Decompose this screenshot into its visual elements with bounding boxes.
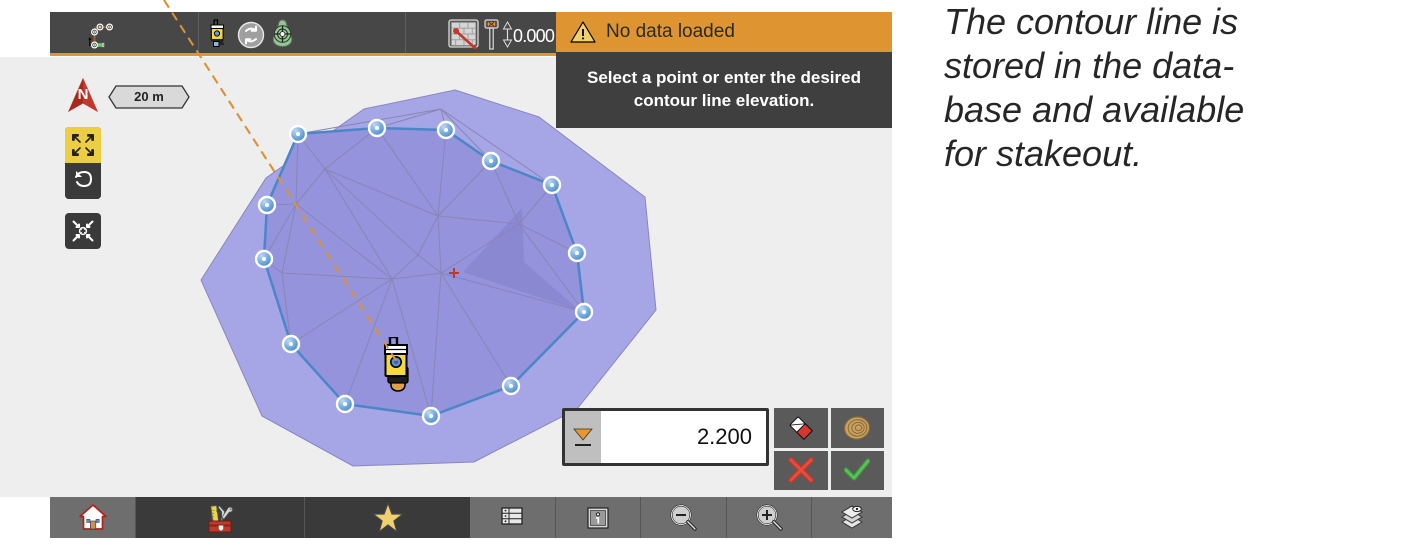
svg-text:N: N (78, 86, 89, 103)
svg-text:20 m: 20 m (134, 89, 164, 104)
